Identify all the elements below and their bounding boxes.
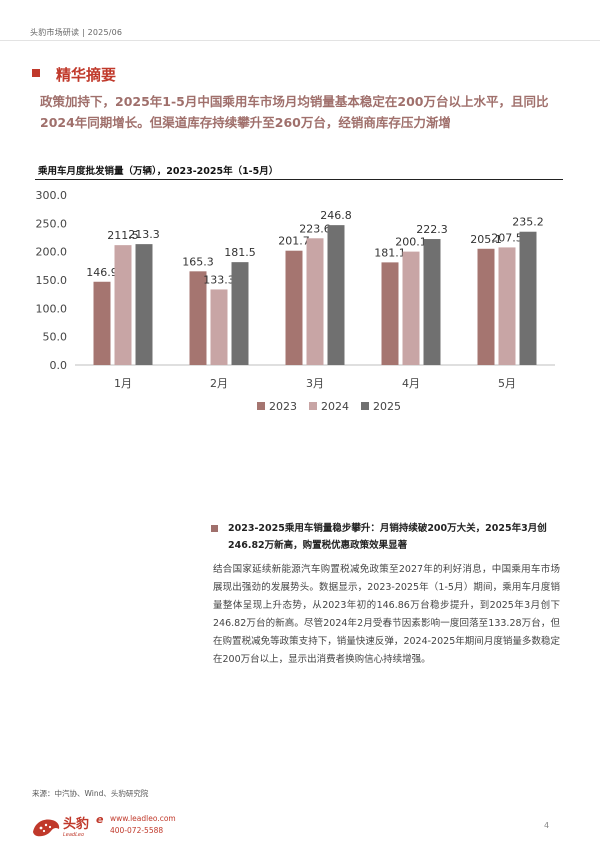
bullet-marker-icon: [211, 525, 218, 532]
header-text: 头豹市场研读 | 2025/06: [30, 28, 123, 37]
data-label: 181.1: [374, 246, 406, 259]
data-label: 165.3: [182, 255, 214, 268]
bullet-title: 2023-2025乘用车销量稳步攀升：月销持续破200万大关，2025年3月创2…: [228, 523, 547, 551]
source-note: 来源：中汽协、Wind、头豹研究院: [32, 789, 149, 798]
bar-2023-5: [477, 248, 495, 365]
bar-2024-2: [210, 289, 228, 365]
body-paragraph: 结合国家延续新能源汽车购置税减免政策至2027年的利好消息，中国乘用车市场展现出…: [213, 564, 560, 665]
page-number: 4: [544, 821, 550, 830]
data-label: 207.5: [491, 231, 523, 244]
y-tick-label: 300.0: [36, 189, 68, 202]
legend-swatch-2023: [257, 402, 265, 410]
x-tick-label: 3月: [306, 377, 324, 390]
data-label: 181.5: [224, 246, 256, 259]
legend-swatch-2025: [361, 402, 369, 410]
y-tick-label: 0.0: [50, 359, 68, 372]
data-label: 246.8: [320, 209, 352, 222]
legend-swatch-2024: [309, 402, 317, 410]
data-label: 205.1: [470, 233, 502, 246]
bar-2023-3: [285, 250, 303, 365]
bar-2025-5: [519, 231, 537, 365]
leadleo-logo: 头豹 LeadLeo e www.leadleo.com 400-072-558…: [30, 810, 176, 844]
bar-2023-1: [93, 281, 111, 365]
data-label: 200.1: [395, 236, 427, 249]
legend-label: 2024: [321, 400, 349, 413]
bar-2025-1: [135, 244, 153, 365]
bar-2024-4: [402, 251, 420, 365]
x-tick-label: 1月: [114, 377, 132, 390]
x-tick-label: 5月: [498, 377, 516, 390]
y-tick-label: 100.0: [36, 302, 68, 315]
data-label: 222.3: [416, 223, 448, 236]
bar-2024-5: [498, 247, 516, 365]
bar-2025-3: [327, 225, 345, 365]
y-tick-label: 200.0: [36, 246, 68, 259]
bar-2025-2: [231, 262, 249, 365]
y-tick-label: 250.0: [36, 217, 68, 230]
leopard-logo-icon: [33, 819, 60, 837]
data-label: 201.7: [278, 235, 310, 248]
data-label: 213.3: [128, 228, 160, 241]
bar-2024-3: [306, 238, 324, 365]
section-marker-icon: [32, 69, 40, 77]
chart-title-rule: [35, 179, 563, 180]
bar-2023-2: [189, 271, 207, 365]
data-label: 235.2: [512, 216, 544, 229]
y-tick-label: 50.0: [43, 331, 68, 344]
y-tick-label: 150.0: [36, 274, 68, 287]
phone-number: 400-072-5588: [110, 826, 164, 835]
x-tick-label: 2月: [210, 377, 228, 390]
section-title: 精华摘要: [56, 66, 117, 84]
data-label: 146.9: [86, 266, 118, 279]
data-label: 133.3: [203, 273, 235, 286]
bar-2025-4: [423, 239, 441, 365]
data-label: 211.5: [107, 229, 139, 242]
website-link[interactable]: www.leadleo.com: [110, 814, 176, 823]
logo-name: 头豹: [63, 817, 90, 832]
legend-label: 2023: [269, 400, 297, 413]
header-divider: [0, 40, 600, 41]
logo-english: LeadLeo: [63, 832, 85, 838]
x-tick-label: 4月: [402, 377, 420, 390]
chart-title: 乘用车月度批发销量（万辆），2023-2025年（1-5月）: [38, 166, 279, 177]
summary-text: 政策加持下，2025年1-5月中国乘用车市场月均销量基本稳定在200万台以上水平…: [40, 94, 549, 130]
data-label: 223.6: [299, 222, 331, 235]
logo-e-mark: e: [96, 813, 104, 826]
legend-label: 2025: [373, 400, 401, 413]
bar-2023-4: [381, 262, 399, 365]
bar-chart: 0.0 50.0 100.0 150.0 200.0 250.0 300.0 146.9 211…: [36, 189, 555, 413]
bar-2024-1: [114, 245, 132, 365]
